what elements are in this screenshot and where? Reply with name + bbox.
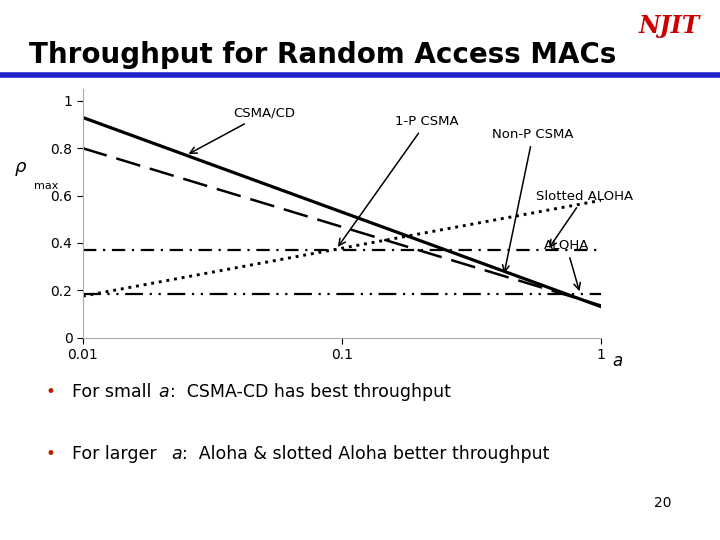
Text: 20: 20 [654, 496, 671, 510]
Text: •: • [45, 383, 55, 401]
Text: NJIT: NJIT [639, 14, 701, 38]
Text: For small: For small [72, 383, 157, 401]
Text: •: • [45, 445, 55, 463]
Text: ALOHA: ALOHA [544, 239, 589, 289]
Text: :  CSMA-CD has best throughput: : CSMA-CD has best throughput [170, 383, 451, 401]
Text: Throughput for Random Access MACs: Throughput for Random Access MACs [29, 41, 616, 69]
Text: a: a [158, 383, 169, 401]
Text: Slotted ALOHA: Slotted ALOHA [536, 190, 633, 247]
Text: For larger: For larger [72, 445, 162, 463]
Text: Non-P CSMA: Non-P CSMA [492, 128, 574, 272]
Text: 1-P CSMA: 1-P CSMA [339, 115, 459, 246]
Text: :  Aloha & slotted Aloha better throughput: : Aloha & slotted Aloha better throughpu… [182, 445, 550, 463]
Text: $\rho$: $\rho$ [14, 160, 27, 178]
Text: $a$: $a$ [611, 353, 623, 370]
Text: max: max [35, 181, 59, 191]
Text: CSMA/CD: CSMA/CD [190, 107, 295, 153]
Text: a: a [171, 445, 182, 463]
